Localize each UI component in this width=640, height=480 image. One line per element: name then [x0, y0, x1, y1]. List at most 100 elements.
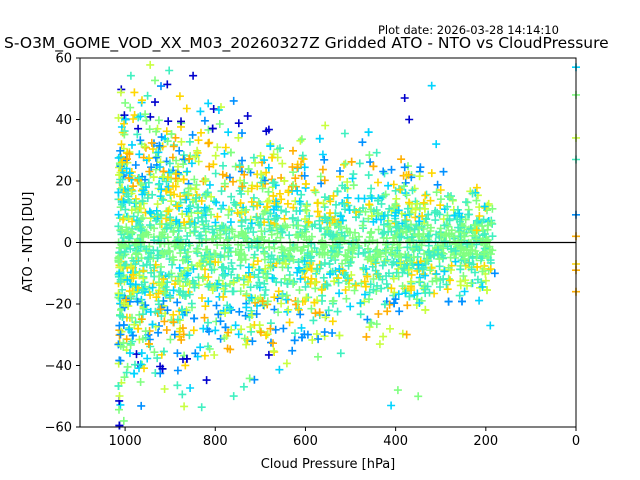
data-point: [182, 207, 191, 216]
data-point: [423, 221, 432, 230]
data-point: [300, 171, 309, 180]
data-point: [288, 346, 297, 355]
data-point: [405, 198, 413, 207]
data-point: [125, 169, 134, 178]
data-point: [150, 348, 159, 357]
data-point: [154, 116, 163, 125]
data-point: [372, 320, 381, 329]
data-point: [184, 184, 193, 193]
data-point: [471, 227, 480, 236]
data-point: [138, 190, 147, 199]
data-point: [191, 223, 200, 232]
data-point: [238, 129, 246, 138]
data-point: [415, 277, 424, 286]
data-point: [119, 339, 128, 348]
chart-title: S-O3M_GOME_VOD_XX_M03_20260327Z Gridded …: [4, 34, 609, 52]
data-point: [120, 111, 129, 120]
data-point: [320, 328, 329, 337]
data-point: [197, 128, 205, 137]
data-point: [153, 200, 162, 209]
data-point: [166, 293, 175, 302]
data-point: [483, 286, 491, 295]
data-point: [128, 217, 137, 226]
data-point: [327, 246, 336, 255]
data-point: [131, 198, 140, 207]
data-point: [361, 207, 370, 216]
data-point: [270, 244, 279, 253]
data-point: [128, 140, 136, 149]
data-point: [486, 256, 495, 265]
data-point: [227, 259, 236, 267]
data-point: [202, 376, 211, 385]
data-point: [440, 237, 449, 246]
data-point: [193, 245, 202, 253]
data-point: [174, 276, 182, 285]
data-point: [453, 205, 462, 214]
data-point: [252, 310, 261, 318]
data-point: [197, 403, 206, 412]
data-point: [454, 223, 463, 232]
data-point: [237, 207, 246, 216]
data-point: [189, 326, 198, 335]
data-point: [440, 267, 449, 276]
data-point: [365, 253, 374, 262]
data-point: [483, 225, 492, 234]
data-point: [159, 275, 168, 284]
data-point: [257, 170, 266, 179]
data-point: [273, 229, 282, 238]
data-point: [125, 325, 134, 334]
data-point: [312, 330, 321, 338]
data-point: [473, 275, 482, 284]
data-point: [397, 232, 406, 241]
data-point: [324, 306, 333, 315]
data-point: [211, 258, 220, 267]
data-point: [298, 151, 307, 160]
data-point: [185, 154, 194, 163]
data-point: [252, 213, 261, 222]
data-point: [383, 307, 392, 316]
data-point: [310, 220, 319, 229]
data-point: [318, 250, 327, 259]
data-point: [269, 339, 277, 348]
data-point: [314, 352, 322, 361]
data-point: [320, 193, 329, 202]
data-point: [122, 368, 131, 377]
data-point: [404, 265, 413, 274]
data-point: [115, 405, 123, 414]
x-tick-label: 600: [293, 434, 318, 449]
data-point: [264, 125, 273, 134]
data-point: [207, 192, 216, 201]
data-point: [141, 143, 150, 152]
data-point: [421, 305, 430, 314]
data-point: [338, 259, 347, 268]
data-point: [410, 225, 419, 234]
data-point: [423, 282, 432, 291]
data-point: [178, 290, 187, 299]
data-point: [137, 225, 146, 233]
data-point: [472, 226, 481, 235]
data-point: [136, 112, 145, 121]
data-point: [347, 157, 356, 166]
data-point: [240, 251, 249, 259]
data-point: [136, 204, 145, 213]
data-point: [387, 401, 396, 410]
data-point: [286, 246, 295, 255]
data-point: [147, 163, 156, 172]
data-point: [140, 142, 149, 151]
data-point: [169, 142, 178, 151]
data-point: [251, 158, 260, 167]
data-point: [136, 378, 145, 386]
data-point: [386, 248, 395, 257]
data-point: [189, 264, 198, 273]
data-point: [301, 215, 309, 224]
data-point: [216, 253, 225, 262]
data-point: [366, 158, 375, 167]
data-point: [254, 198, 263, 206]
data-point: [315, 216, 324, 225]
data-point: [488, 204, 497, 213]
data-point: [156, 220, 164, 229]
data-point: [462, 198, 470, 207]
data-point: [358, 138, 367, 147]
data-point: [284, 305, 293, 314]
data-point: [149, 279, 158, 288]
